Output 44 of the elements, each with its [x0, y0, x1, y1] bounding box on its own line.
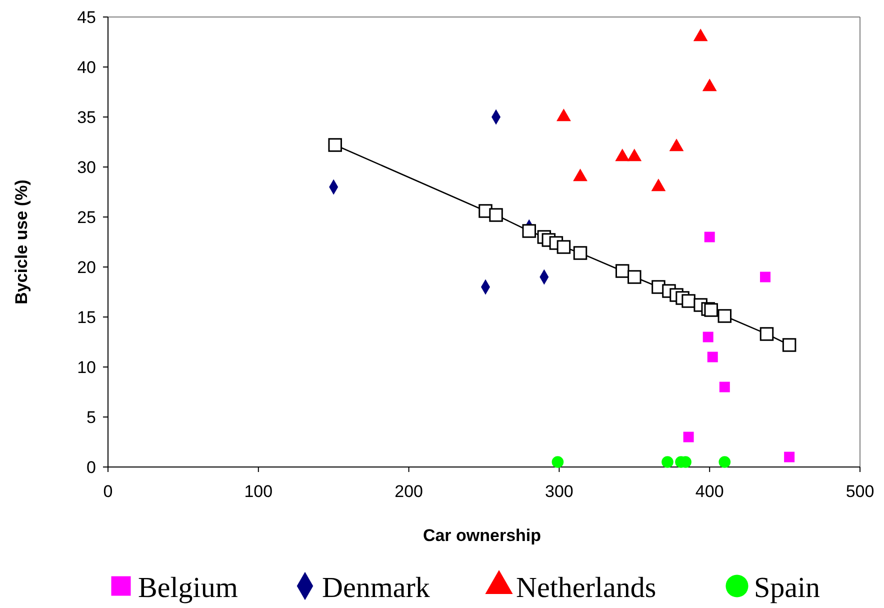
- point: [718, 456, 731, 468]
- point: [552, 456, 564, 468]
- y-tick-label: 10: [77, 358, 96, 377]
- point: [702, 332, 714, 342]
- point: [328, 138, 342, 152]
- legend-label: Belgium: [138, 572, 238, 604]
- y-tick-label: 35: [77, 108, 96, 127]
- y-tick-label: 40: [77, 58, 96, 77]
- x-tick-label: 500: [846, 482, 874, 501]
- point: [704, 232, 715, 242]
- x-axis-title: Car ownership: [422, 526, 542, 545]
- point: [662, 456, 674, 468]
- point: [760, 272, 770, 282]
- point: [682, 294, 696, 308]
- x-tick-label: 100: [244, 482, 273, 501]
- y-tick-label: 45: [77, 8, 96, 27]
- x-tick-label: 400: [695, 482, 724, 501]
- y-tick-label: 5: [86, 408, 96, 427]
- point: [704, 303, 718, 317]
- point: [719, 382, 730, 392]
- point: [615, 264, 630, 278]
- point: [718, 309, 732, 323]
- point: [782, 338, 796, 352]
- y-tick-label: 20: [77, 258, 96, 277]
- legend-label: Spain: [754, 572, 821, 604]
- point: [760, 327, 774, 341]
- point: [628, 270, 642, 284]
- x-tick-label: 0: [103, 482, 113, 501]
- point: [573, 246, 588, 260]
- legend-label: Denmark: [322, 572, 430, 604]
- point: [683, 432, 694, 442]
- x-tick-label: 200: [394, 482, 423, 501]
- y-tick-label: 0: [86, 458, 96, 477]
- y-tick-label: 25: [77, 208, 96, 227]
- point: [489, 208, 503, 222]
- point: [707, 352, 718, 362]
- point: [522, 224, 536, 238]
- point: [556, 240, 571, 254]
- y-tick-label: 15: [77, 308, 96, 327]
- y-axis-title: Bycicle use (%): [12, 180, 31, 304]
- legend-label: Netherlands: [516, 572, 656, 604]
- y-tick-label: 30: [77, 158, 96, 177]
- x-tick-label: 300: [545, 482, 574, 501]
- point: [784, 452, 795, 462]
